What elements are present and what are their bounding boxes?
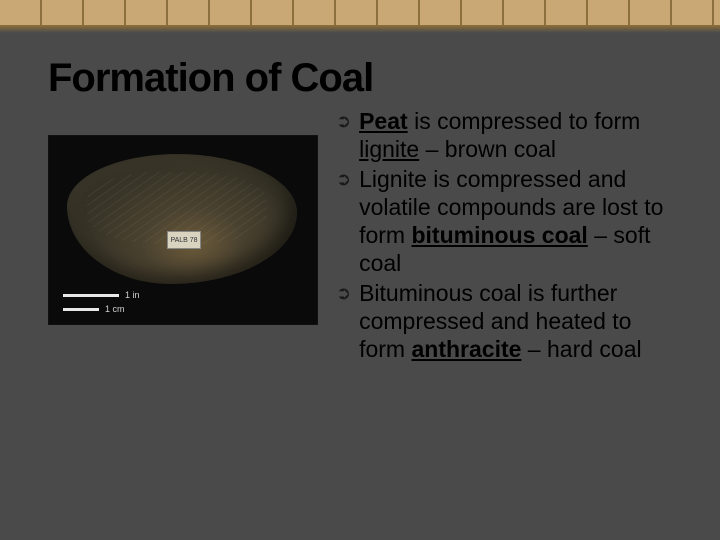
bullet-arrow-icon: ➲: [336, 279, 351, 307]
bullet-arrow-icon: ➲: [336, 107, 351, 135]
scale-line: [63, 294, 119, 297]
text-run: bituminous coal: [411, 222, 587, 248]
image-column: PALB 78 1 in 1 cm: [48, 107, 318, 325]
scale-row-inch: 1 in: [63, 290, 140, 300]
text-run: anthracite: [411, 336, 521, 362]
rock-specimen-tag: PALB 78: [167, 231, 201, 249]
bullet-item: ➲ Peat is compressed to form lignite – br…: [336, 107, 672, 163]
scale-label: 1 cm: [105, 304, 125, 314]
bullet-text: Peat is compressed to form lignite – bro…: [359, 107, 672, 163]
bullet-arrow-icon: ➲: [336, 165, 351, 193]
scale-label: 1 in: [125, 290, 140, 300]
scale-bars: 1 in 1 cm: [63, 290, 140, 314]
content-row: PALB 78 1 in 1 cm ➲ Peat is compressed to…: [48, 107, 672, 365]
scale-row-cm: 1 cm: [63, 304, 140, 314]
decorative-top-border: [0, 0, 720, 28]
bullet-text: Bituminous coal is further compressed an…: [359, 279, 672, 363]
bullet-item: ➲ Bituminous coal is further compressed a…: [336, 279, 672, 363]
text-run: is compressed to form: [408, 108, 641, 134]
scale-line: [63, 308, 99, 311]
rock-shape: [67, 154, 297, 284]
bullet-text: Lignite is compressed and volatile compo…: [359, 165, 672, 277]
text-run: lignite: [359, 136, 419, 162]
text-run: Peat: [359, 108, 408, 134]
rock-photo: PALB 78 1 in 1 cm: [48, 135, 318, 325]
slide-body: Formation of Coal PALB 78 1 in 1 cm ➲: [0, 28, 720, 385]
text-column: ➲ Peat is compressed to form lignite – br…: [336, 107, 672, 365]
text-run: – brown coal: [419, 136, 556, 162]
bullet-item: ➲ Lignite is compressed and volatile comp…: [336, 165, 672, 277]
text-run: – hard coal: [521, 336, 641, 362]
slide-title: Formation of Coal: [48, 56, 672, 101]
